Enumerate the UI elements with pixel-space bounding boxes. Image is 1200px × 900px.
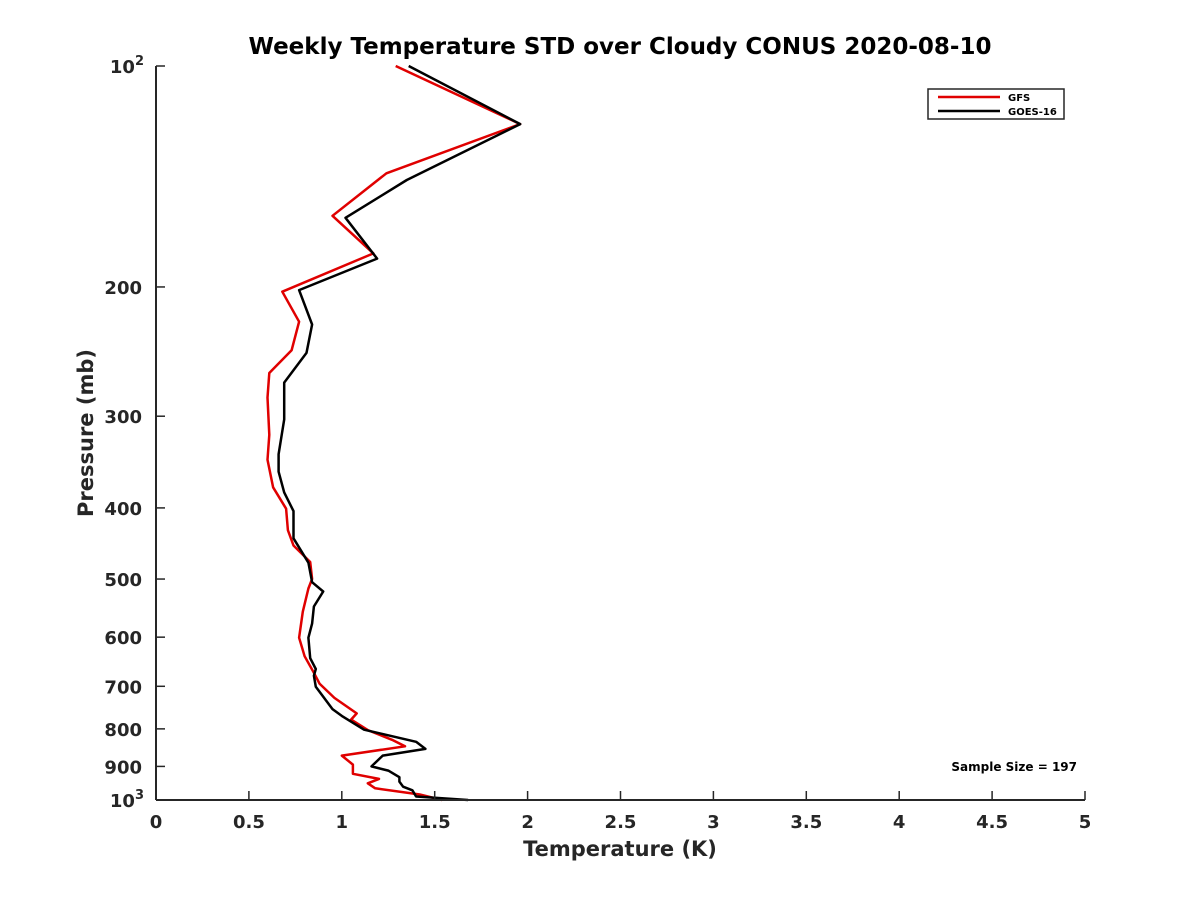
legend-label-goes16: GOES-16 [1008, 107, 1057, 118]
legend-label-gfs: GFS [1008, 93, 1030, 104]
x-tick-label: 3 [707, 812, 720, 833]
chart-title: Weekly Temperature STD over Cloudy CONUS… [249, 34, 992, 60]
series-line-goes16 [277, 64, 522, 802]
y-tick-label: 200 [104, 278, 142, 299]
x-tick-label: 1.5 [419, 812, 451, 833]
y-tick-label: 102 [110, 54, 144, 78]
ticks: 0 0.5 1 1.5 2 2.5 3 3.5 4 4.5 5 102 200 300 400 500 600 7… [104, 54, 1091, 833]
y-tick-label: 400 [104, 499, 142, 520]
legend-box [927, 88, 1065, 120]
legend: GFS GOES-16 [927, 88, 1065, 120]
y-tick-label: 700 [104, 677, 142, 698]
y-tick-label: 600 [104, 628, 142, 649]
x-tick-label: 2 [521, 812, 534, 833]
x-tick-label: 4.5 [976, 812, 1008, 833]
y-tick-label: 500 [104, 570, 142, 591]
y-tick-label: 103 [110, 788, 144, 812]
x-tick-label: 2.5 [605, 812, 637, 833]
y-axis-label: Pressure (mb) [74, 349, 98, 517]
x-tick-label: 4 [893, 812, 906, 833]
x-axis-label: Temperature (K) [523, 837, 717, 861]
x-tick-label: 5 [1079, 812, 1092, 833]
x-tick-label: 0.5 [233, 812, 265, 833]
sample-size-annotation: Sample Size = 197 [951, 760, 1077, 774]
y-tick-label: 800 [104, 720, 142, 741]
axes [155, 66, 1085, 801]
x-tick-label: 0 [150, 812, 163, 833]
series-line-gfs [266, 64, 522, 802]
x-tick-label: 1 [336, 812, 349, 833]
plot-lines [266, 64, 522, 802]
y-tick-label: 300 [104, 407, 142, 428]
x-tick-label: 3.5 [790, 812, 822, 833]
y-tick-label: 900 [104, 757, 142, 778]
